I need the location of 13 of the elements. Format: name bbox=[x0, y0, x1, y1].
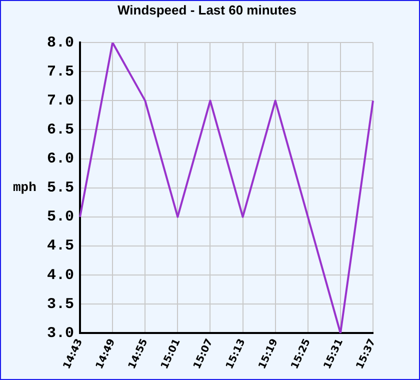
y-tick-label: 5.5 bbox=[46, 180, 74, 197]
y-tick-label: 7.5 bbox=[46, 63, 74, 80]
y-tick-label: 5.0 bbox=[46, 208, 74, 226]
chart-title: Windspeed - Last 60 minutes bbox=[117, 2, 297, 18]
y-tick-label: 6.0 bbox=[46, 150, 74, 168]
y-tick-label: 6.5 bbox=[46, 122, 74, 139]
y-tick-label: 4.5 bbox=[46, 238, 74, 255]
y-tick-label: 8.0 bbox=[46, 34, 74, 52]
y-tick-label: 3.5 bbox=[46, 296, 74, 313]
y-tick-label: 4.0 bbox=[46, 266, 74, 284]
y-tick-label: 3.0 bbox=[46, 324, 74, 342]
y-axis-title: mph bbox=[13, 180, 37, 196]
y-tick-label: 7.0 bbox=[46, 92, 74, 110]
